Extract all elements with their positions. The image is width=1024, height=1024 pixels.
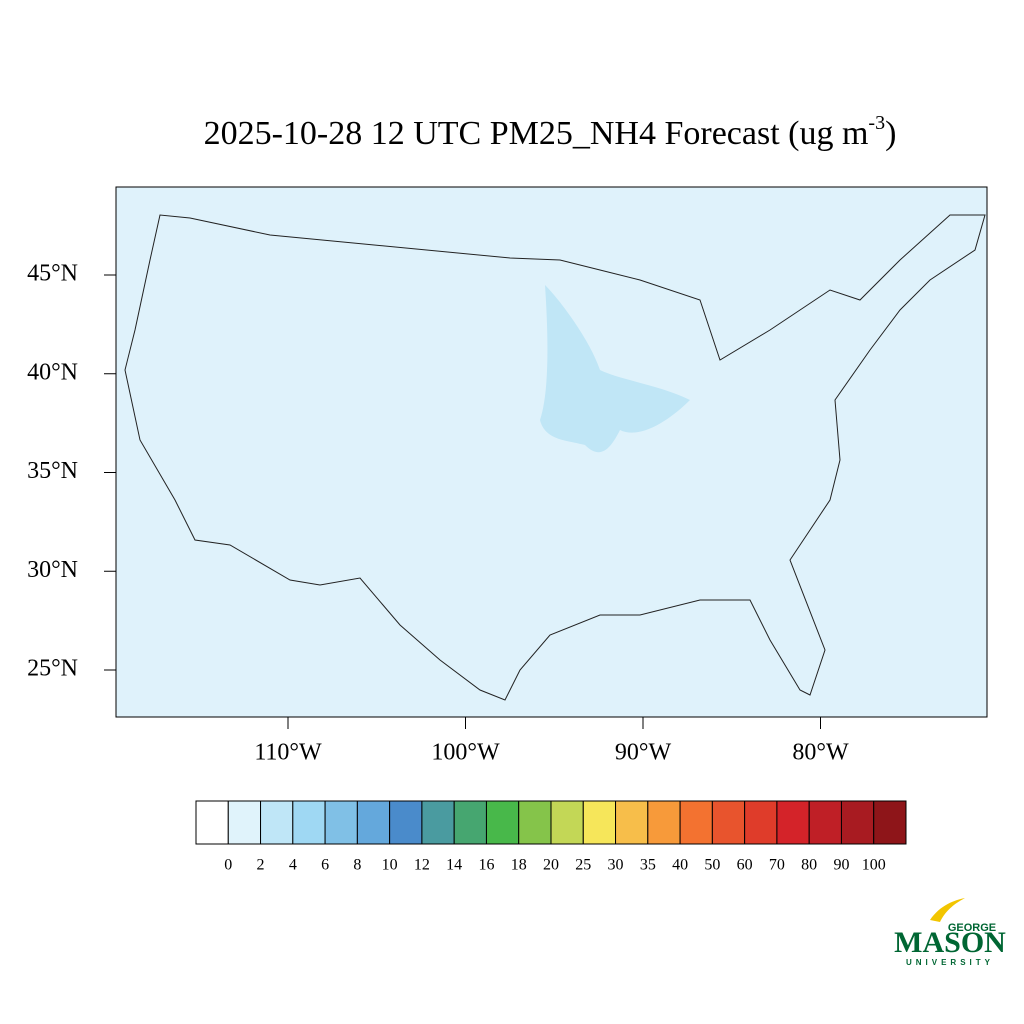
colorbar-label: 0 xyxy=(224,857,232,874)
colorbar-label: 10 xyxy=(382,857,398,874)
colorbar-box xyxy=(485,800,520,845)
lat-tick-label: 45°N xyxy=(27,261,78,287)
lat-tick-label: 30°N xyxy=(27,557,78,583)
colorbar-label: 8 xyxy=(353,857,361,874)
logo-bottom: UNIVERSITY xyxy=(906,958,994,967)
colorbar: 0 2 4 6 8 10 12 14 16 18 20 25 30 35 40 50 60 70 80 90 100 xyxy=(195,800,907,874)
colorbar-box xyxy=(582,800,617,845)
colorbar-label: 16 xyxy=(478,857,494,874)
map-frame xyxy=(115,186,988,718)
axes: 45°N 40°N 35°N 30°N 25°N 110°W 100°W 90°W 80°W xyxy=(27,261,849,766)
colorbar-box xyxy=(647,800,681,845)
colorbar-label: 12 xyxy=(414,857,430,874)
colorbar-box xyxy=(873,800,907,845)
colorbar-label: 6 xyxy=(321,857,329,874)
colorbar-box xyxy=(195,800,229,845)
colorbar-box xyxy=(550,800,584,845)
colorbar-label: 25 xyxy=(575,857,591,874)
colorbar-box xyxy=(421,800,455,845)
colorbar-label: 20 xyxy=(543,857,559,874)
colorbar-box xyxy=(324,800,358,845)
colorbar-label: 50 xyxy=(704,857,720,874)
logo-mark xyxy=(930,898,965,922)
colorbar-label: 14 xyxy=(446,857,462,874)
lon-tick-label: 80°W xyxy=(792,740,849,766)
colorbar-label: 40 xyxy=(672,857,688,874)
lat-tick-label: 40°N xyxy=(27,359,78,385)
colorbar-box xyxy=(711,800,746,845)
lat-tick-label: 25°N xyxy=(27,656,78,682)
colorbar-label: 18 xyxy=(511,857,527,874)
colorbar-label: 70 xyxy=(769,857,785,874)
lon-tick-label: 90°W xyxy=(615,740,672,766)
colorbar-label: 2 xyxy=(257,857,265,874)
title: 2025-10-28 12 UTC PM25_NH4 Forecast (ug … xyxy=(204,112,897,152)
colorbar-label: 90 xyxy=(833,857,849,874)
colorbar-box xyxy=(679,800,713,845)
title-sup: -3 xyxy=(868,112,885,134)
colorbar-label: 4 xyxy=(289,857,297,874)
colorbar-box xyxy=(615,800,649,845)
colorbar-label: 80 xyxy=(801,857,817,874)
logo: GEORGE MASON UNIVERSITY xyxy=(894,898,1006,967)
logo-top: GEORGE xyxy=(948,922,996,934)
us-outline xyxy=(124,214,986,701)
colorbar-box xyxy=(518,800,552,845)
lon-tick-label: 110°W xyxy=(254,740,322,766)
colorbar-box xyxy=(840,800,875,845)
logo-main: MASON xyxy=(894,926,1006,959)
lon-tick-label: 100°W xyxy=(431,740,500,766)
colorbar-box xyxy=(453,800,487,845)
title-end: ) xyxy=(885,115,896,152)
lat-tick-label: 35°N xyxy=(27,458,78,484)
colorbar-box xyxy=(808,800,842,845)
concentration-area xyxy=(540,285,690,453)
colorbar-box xyxy=(227,800,262,845)
colorbar-label: 100 xyxy=(862,857,886,874)
colorbar-box xyxy=(389,800,423,845)
colorbar-box xyxy=(776,800,810,845)
colorbar-label: 35 xyxy=(640,857,656,874)
colorbar-label: 30 xyxy=(608,857,624,874)
title-main: 2025-10-28 12 UTC PM25_NH4 Forecast (ug … xyxy=(204,115,869,152)
colorbar-box xyxy=(356,800,391,845)
colorbar-label: 60 xyxy=(737,857,753,874)
colorbar-box xyxy=(292,800,326,845)
colorbar-box xyxy=(260,800,294,845)
colorbar-box xyxy=(744,800,778,845)
